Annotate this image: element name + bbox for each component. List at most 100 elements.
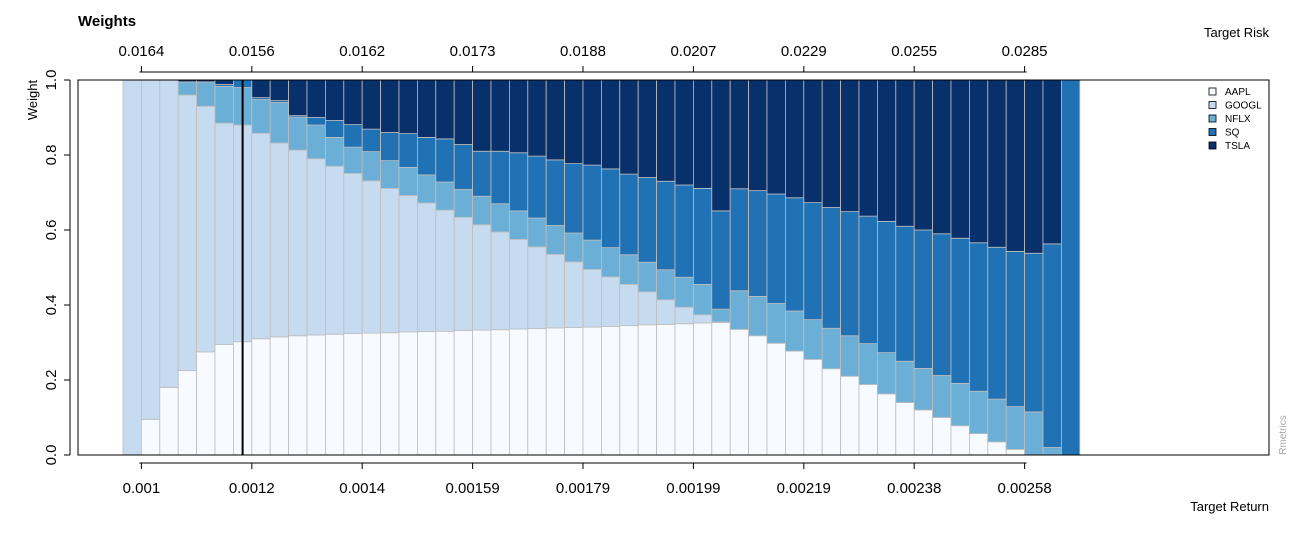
bar-segment-googl-3 bbox=[177, 94, 197, 372]
bar-segment-tsla-41 bbox=[877, 79, 897, 222]
bar-segment-googl-8 bbox=[269, 142, 290, 338]
bar-segment-nflx-18 bbox=[453, 189, 474, 218]
bar-segment-tsla-30 bbox=[674, 79, 694, 186]
bar-segment-aapl-33 bbox=[729, 328, 750, 456]
y-tick-label: 0.2 bbox=[43, 370, 60, 391]
top-tick-label: 0.0285 bbox=[1002, 43, 1048, 60]
bar-segment-nflx-28 bbox=[637, 261, 658, 293]
legend-label-sq: SQ bbox=[1225, 128, 1240, 139]
bar-segment-aapl-14 bbox=[380, 332, 400, 456]
bar-segment-sq-40 bbox=[858, 215, 878, 345]
bar-segment-nflx-15 bbox=[398, 166, 418, 196]
x-tick-label: 0.00159 bbox=[445, 480, 499, 497]
bar-segment-tsla-27 bbox=[619, 79, 639, 175]
bar-segment-tsla-49 bbox=[1024, 79, 1044, 254]
bar-segment-sq-48 bbox=[1005, 250, 1026, 408]
bar-segment-googl-0 bbox=[122, 79, 142, 456]
bar-segment-sq-44 bbox=[932, 233, 952, 376]
bar-segment-nflx-37 bbox=[803, 319, 823, 360]
bar-segment-aapl-20 bbox=[490, 329, 510, 456]
bar-segment-googl-22 bbox=[527, 246, 547, 330]
bar-segment-nflx-17 bbox=[435, 181, 455, 211]
bar-segment-sq-31 bbox=[693, 187, 713, 285]
bar-segment-tsla-33 bbox=[729, 79, 750, 190]
rmetrics-watermark: Rmetrics bbox=[1278, 415, 1289, 454]
bar-segment-aapl-12 bbox=[343, 333, 363, 456]
bar-segment-sq-24 bbox=[564, 163, 584, 234]
bar-segment-nflx-46 bbox=[969, 390, 989, 435]
bar-segment-googl-28 bbox=[637, 291, 658, 326]
bar-segment-aapl-39 bbox=[840, 375, 860, 456]
legend-swatch-sq bbox=[1208, 128, 1217, 136]
bar-segment-sq-35 bbox=[766, 193, 786, 304]
bar-segment-aapl-45 bbox=[950, 425, 970, 456]
plot-frame bbox=[77, 79, 1270, 456]
bar-segment-aapl-32 bbox=[711, 322, 731, 456]
x-tick-label: 0.001 bbox=[123, 480, 161, 497]
bar-segment-nflx-39 bbox=[840, 335, 860, 377]
bar-segment-nflx-45 bbox=[950, 382, 970, 427]
bar-segment-sq-11 bbox=[324, 120, 345, 138]
bar-segment-aapl-5 bbox=[214, 343, 234, 456]
bar-segment-aapl-22 bbox=[527, 328, 547, 456]
bar-segment-aapl-31 bbox=[693, 322, 713, 456]
bar-segment-googl-29 bbox=[656, 299, 676, 325]
bar-segment-tsla-47 bbox=[987, 79, 1007, 248]
bar-segment-nflx-33 bbox=[729, 290, 750, 330]
bar-segment-aapl-34 bbox=[748, 335, 768, 456]
legend: AAPL GOOGL NFLX SQ TSLA bbox=[1208, 87, 1262, 152]
bar-segment-sq-14 bbox=[380, 132, 400, 162]
x-axis-label: Target Return bbox=[1190, 499, 1269, 514]
bar-segment-aapl-43 bbox=[913, 409, 934, 456]
bar-segment-googl-26 bbox=[601, 276, 621, 327]
bar-segment-sq-49 bbox=[1024, 252, 1044, 413]
bar-segment-aapl-21 bbox=[508, 328, 529, 456]
bar-segment-sq-45 bbox=[950, 237, 970, 384]
bar-segment-tsla-21 bbox=[508, 79, 529, 154]
bar-segment-sq-16 bbox=[416, 136, 437, 176]
bar-segment-aapl-48 bbox=[1005, 448, 1026, 456]
bar-segment-aapl-16 bbox=[416, 331, 437, 456]
bar-segment-tsla-36 bbox=[785, 79, 805, 199]
bar-segment-googl-24 bbox=[564, 261, 584, 328]
bar-segment-tsla-19 bbox=[472, 79, 492, 152]
bar-segment-aapl-25 bbox=[582, 326, 602, 456]
bar-segment-googl-10 bbox=[306, 158, 326, 336]
bar-segment-sq-28 bbox=[637, 177, 658, 263]
bar-segment-nflx-36 bbox=[785, 310, 805, 352]
bar-segment-googl-30 bbox=[674, 306, 694, 325]
bar-segment-sq-36 bbox=[785, 197, 805, 312]
bar-segment-sq-26 bbox=[601, 168, 621, 249]
x-tick-label: 0.00238 bbox=[887, 480, 941, 497]
legend-label-tsla: TSLA bbox=[1225, 141, 1250, 152]
bar-segment-sq-22 bbox=[527, 155, 547, 219]
bar-segment-aapl-23 bbox=[545, 327, 566, 456]
bar-segment-nflx-32 bbox=[711, 308, 731, 323]
y-tick-label: 0.8 bbox=[43, 145, 60, 166]
bar-segment-googl-25 bbox=[582, 268, 602, 328]
bar-segment-tsla-5 bbox=[214, 79, 234, 85]
bar-segment-sq-21 bbox=[508, 152, 529, 212]
top-tick-label: 0.0255 bbox=[891, 43, 937, 60]
bar-segment-nflx-19 bbox=[472, 195, 492, 226]
bar-segment-aapl-11 bbox=[324, 333, 345, 456]
bar-segment-tsla-38 bbox=[821, 79, 842, 208]
bar-segment-nflx-12 bbox=[343, 146, 363, 174]
bar-segment-googl-1 bbox=[140, 79, 161, 420]
bar-segment-aapl-19 bbox=[472, 329, 492, 456]
bar-segment-nflx-8 bbox=[269, 102, 290, 144]
bar-segment-aapl-37 bbox=[803, 358, 823, 456]
legend-swatch-aapl bbox=[1208, 87, 1217, 96]
bar-segment-sq-41 bbox=[877, 220, 897, 354]
bar-segment-aapl-7 bbox=[251, 338, 271, 456]
bar-segment-nflx-47 bbox=[987, 398, 1007, 443]
bar-segment-sq-47 bbox=[987, 246, 1007, 400]
x-tick-label: 0.0014 bbox=[339, 480, 385, 497]
bar-segment-aapl-9 bbox=[288, 335, 308, 456]
bar-segment-googl-17 bbox=[435, 209, 455, 332]
bar-segment-tsla-22 bbox=[527, 79, 547, 157]
bar-segment-sq-46 bbox=[969, 242, 989, 392]
bar-segment-nflx-31 bbox=[693, 283, 713, 316]
bar-segment-googl-31 bbox=[693, 314, 713, 324]
